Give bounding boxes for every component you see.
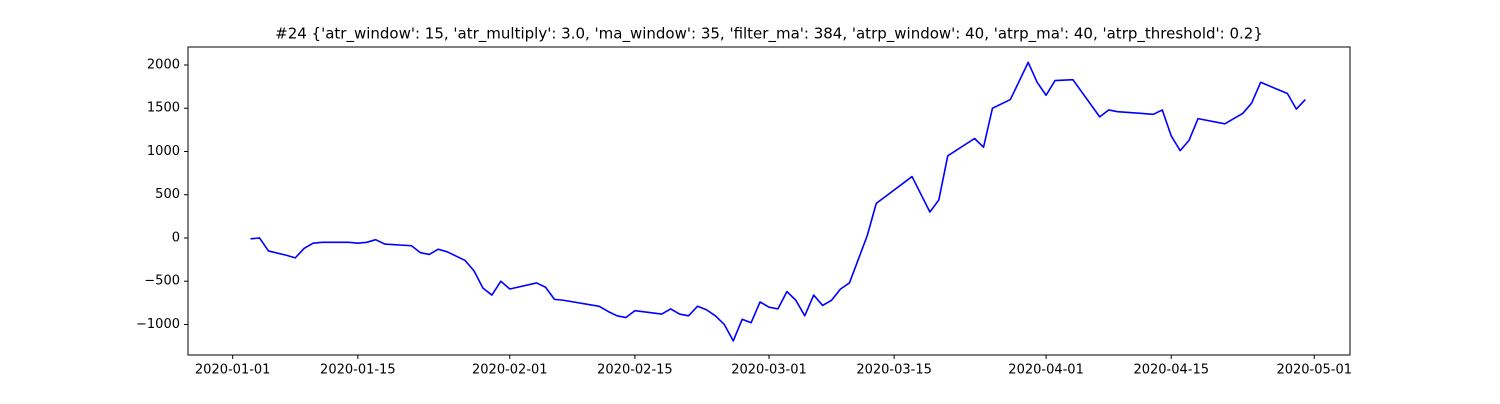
x-tick-label: 2020-01-15 — [320, 363, 396, 378]
x-tick-label: 2020-04-15 — [1133, 363, 1209, 378]
chart-title: #24 {'atr_window': 15, 'atr_multiply': 3… — [275, 25, 1263, 44]
y-tick-label: 2000 — [147, 57, 180, 72]
x-tick-label: 2020-05-01 — [1276, 363, 1352, 378]
y-tick-label: 1000 — [147, 144, 180, 159]
y-tick-label: −500 — [144, 274, 180, 289]
y-tick-label: 0 — [172, 230, 180, 245]
x-tick-label: 2020-03-15 — [856, 363, 932, 378]
x-tick-label: 2020-02-15 — [597, 363, 673, 378]
plot-frame — [187, 46, 1351, 356]
y-tick-label: −1000 — [136, 317, 180, 332]
x-tick-label: 2020-04-01 — [1008, 363, 1084, 378]
line-series — [250, 61, 1306, 342]
y-tick-label: 500 — [155, 187, 180, 202]
x-tick-label: 2020-02-01 — [472, 363, 548, 378]
y-tick-label: 1500 — [147, 101, 180, 116]
x-tick-label: 2020-01-01 — [195, 363, 271, 378]
x-tick-label: 2020-03-01 — [731, 363, 807, 378]
